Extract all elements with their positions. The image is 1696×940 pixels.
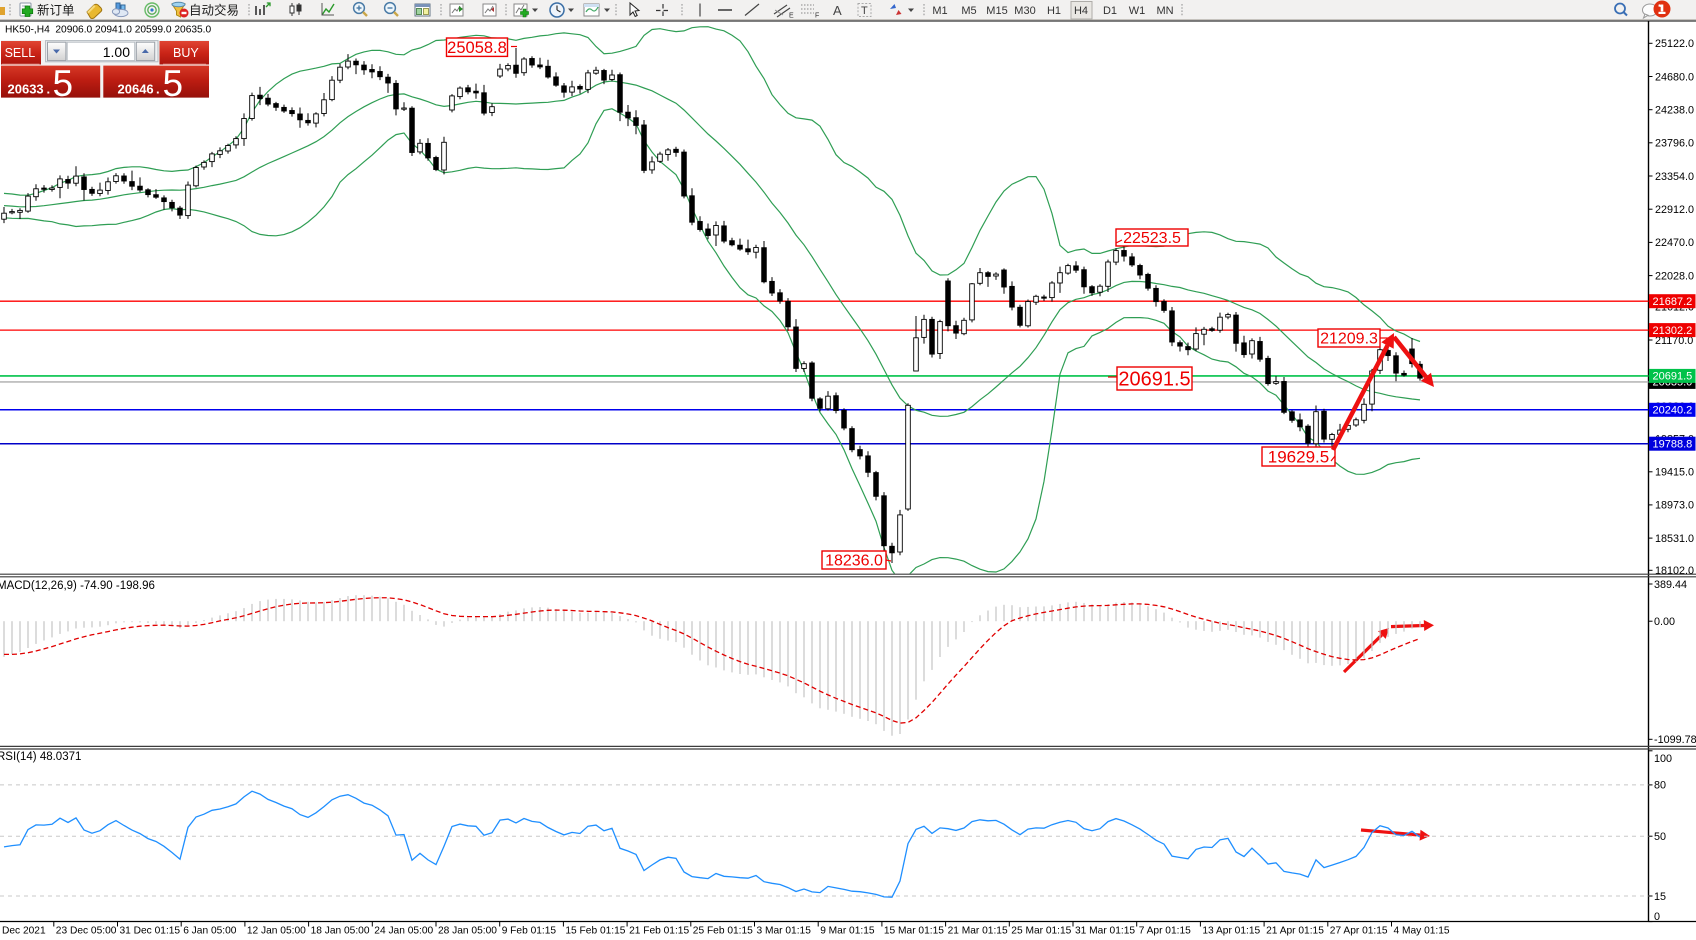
svg-text:20646: 20646 — [118, 82, 154, 97]
svg-text:19788.8: 19788.8 — [1653, 439, 1693, 451]
svg-text:21209.3: 21209.3 — [1320, 330, 1378, 347]
svg-text:21170.0: 21170.0 — [1655, 335, 1693, 347]
svg-text:6 Jan 05:00: 6 Jan 05:00 — [183, 926, 237, 937]
svg-text:100: 100 — [1654, 753, 1672, 765]
svg-text:27 Apr 01:15: 27 Apr 01:15 — [1330, 926, 1388, 937]
svg-text:22912.0: 22912.0 — [1655, 204, 1694, 216]
svg-text:W1: W1 — [1129, 5, 1146, 17]
svg-text:F: F — [815, 13, 819, 20]
svg-text:SELL: SELL — [5, 46, 36, 60]
svg-text:5: 5 — [163, 63, 184, 104]
svg-text:21302.2: 21302.2 — [1653, 325, 1693, 337]
svg-text:Dec 2021: Dec 2021 — [2, 926, 46, 937]
svg-text:25058.8: 25058.8 — [447, 39, 507, 57]
svg-text:18236.0: 18236.0 — [825, 552, 883, 569]
svg-text:H4: H4 — [1074, 5, 1088, 17]
svg-text:12 Jan 05:00: 12 Jan 05:00 — [247, 926, 306, 937]
svg-text:E: E — [789, 13, 794, 20]
svg-text:T: T — [861, 5, 868, 17]
svg-text:22028.0: 22028.0 — [1655, 270, 1694, 282]
svg-text:20240.2: 20240.2 — [1653, 405, 1693, 417]
svg-text:24238.0: 24238.0 — [1655, 105, 1694, 117]
svg-text:0.00: 0.00 — [1654, 616, 1675, 628]
svg-text:15 Mar 01:15: 15 Mar 01:15 — [884, 926, 944, 937]
svg-text:19629.5: 19629.5 — [1268, 447, 1329, 466]
svg-text:18531.0: 18531.0 — [1655, 533, 1694, 545]
svg-text:M30: M30 — [1014, 5, 1035, 17]
svg-text:4 May 01:15: 4 May 01:15 — [1394, 926, 1450, 937]
svg-text:28 Jan 05:00: 28 Jan 05:00 — [438, 926, 497, 937]
svg-text:3 Mar 01:15: 3 Mar 01:15 — [757, 926, 812, 937]
svg-text:22470.0: 22470.0 — [1655, 237, 1694, 249]
svg-text:21687.2: 21687.2 — [1653, 296, 1693, 308]
svg-text:MN: MN — [1156, 5, 1173, 17]
svg-text:24680.0: 24680.0 — [1655, 71, 1694, 83]
svg-text:7 Apr 01:15: 7 Apr 01:15 — [1139, 926, 1191, 937]
svg-text:25 Mar 01:15: 25 Mar 01:15 — [1011, 926, 1071, 937]
svg-text:22523.5: 22523.5 — [1123, 230, 1181, 247]
svg-text:A: A — [833, 3, 842, 18]
svg-text:13 Apr 01:15: 13 Apr 01:15 — [1202, 926, 1260, 937]
svg-text:20691.5: 20691.5 — [1653, 371, 1693, 383]
svg-text:H1: H1 — [1047, 5, 1061, 17]
svg-text:18973.0: 18973.0 — [1655, 500, 1694, 512]
svg-text:9 Feb 01:15: 9 Feb 01:15 — [502, 926, 557, 937]
svg-text:18 Jan 05:00: 18 Jan 05:00 — [311, 926, 370, 937]
svg-text:1.00: 1.00 — [103, 44, 130, 60]
svg-text:50: 50 — [1654, 831, 1666, 843]
svg-text:自动交易: 自动交易 — [189, 3, 239, 18]
svg-text:31 Dec 01:15: 31 Dec 01:15 — [120, 926, 181, 937]
svg-text:M15: M15 — [986, 5, 1007, 17]
svg-text:23796.0: 23796.0 — [1655, 138, 1694, 150]
svg-text:新订单: 新订单 — [37, 3, 75, 18]
svg-text:-1099.78: -1099.78 — [1654, 734, 1696, 746]
svg-text:21 Feb 01:15: 21 Feb 01:15 — [629, 926, 689, 937]
svg-text:389.44: 389.44 — [1654, 579, 1687, 591]
svg-text:21 Apr 01:15: 21 Apr 01:15 — [1266, 926, 1324, 937]
svg-text:9 Mar 01:15: 9 Mar 01:15 — [820, 926, 875, 937]
svg-text:18102.0: 18102.0 — [1655, 565, 1694, 577]
svg-text:23 Dec 05:00: 23 Dec 05:00 — [56, 926, 117, 937]
svg-text:23354.0: 23354.0 — [1655, 171, 1694, 183]
svg-text:MACD(12,26,9) -74.90 -198.96: MACD(12,26,9) -74.90 -198.96 — [0, 580, 155, 592]
svg-text:31 Mar 01:15: 31 Mar 01:15 — [1075, 926, 1135, 937]
svg-text:15: 15 — [1654, 891, 1666, 903]
svg-text:25122.0: 25122.0 — [1655, 38, 1694, 50]
svg-text:15 Feb 01:15: 15 Feb 01:15 — [565, 926, 625, 937]
svg-text:D1: D1 — [1103, 5, 1117, 17]
svg-text:25 Feb 01:15: 25 Feb 01:15 — [693, 926, 753, 937]
svg-text:19415.0: 19415.0 — [1655, 467, 1694, 479]
svg-text:M1: M1 — [932, 5, 947, 17]
svg-text:.: . — [47, 82, 51, 97]
svg-text:24 Jan 05:00: 24 Jan 05:00 — [374, 926, 433, 937]
svg-text:20691.5: 20691.5 — [1118, 368, 1190, 390]
svg-text:BUY: BUY — [173, 46, 199, 60]
svg-text:5: 5 — [53, 63, 74, 104]
svg-text:20633: 20633 — [8, 82, 44, 97]
svg-text:RSI(14) 48.0371: RSI(14) 48.0371 — [0, 751, 81, 763]
svg-text:80: 80 — [1654, 780, 1666, 792]
svg-text:0: 0 — [1654, 911, 1660, 923]
svg-text:21 Mar 01:15: 21 Mar 01:15 — [948, 926, 1008, 937]
svg-text:.: . — [156, 82, 160, 97]
svg-text:M5: M5 — [961, 5, 976, 17]
svg-text:HK50-,H4 20906.0 20941.0 2059: HK50-,H4 20906.0 20941.0 20599.0 20635.0 — [5, 25, 212, 36]
